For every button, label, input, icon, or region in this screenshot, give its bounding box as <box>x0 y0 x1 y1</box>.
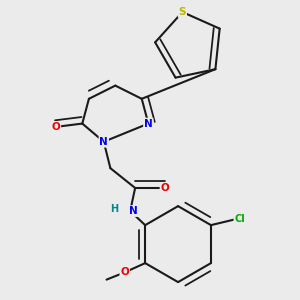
Text: N: N <box>99 137 108 147</box>
Text: O: O <box>52 122 60 132</box>
Text: N: N <box>144 118 153 129</box>
Text: Cl: Cl <box>234 214 245 224</box>
Text: O: O <box>160 183 169 193</box>
Text: O: O <box>120 267 129 278</box>
Text: N: N <box>129 206 138 216</box>
Text: S: S <box>179 7 186 17</box>
Text: H: H <box>110 204 118 214</box>
